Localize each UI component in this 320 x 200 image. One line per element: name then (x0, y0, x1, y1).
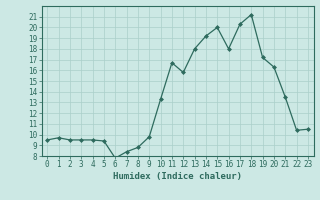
X-axis label: Humidex (Indice chaleur): Humidex (Indice chaleur) (113, 172, 242, 181)
